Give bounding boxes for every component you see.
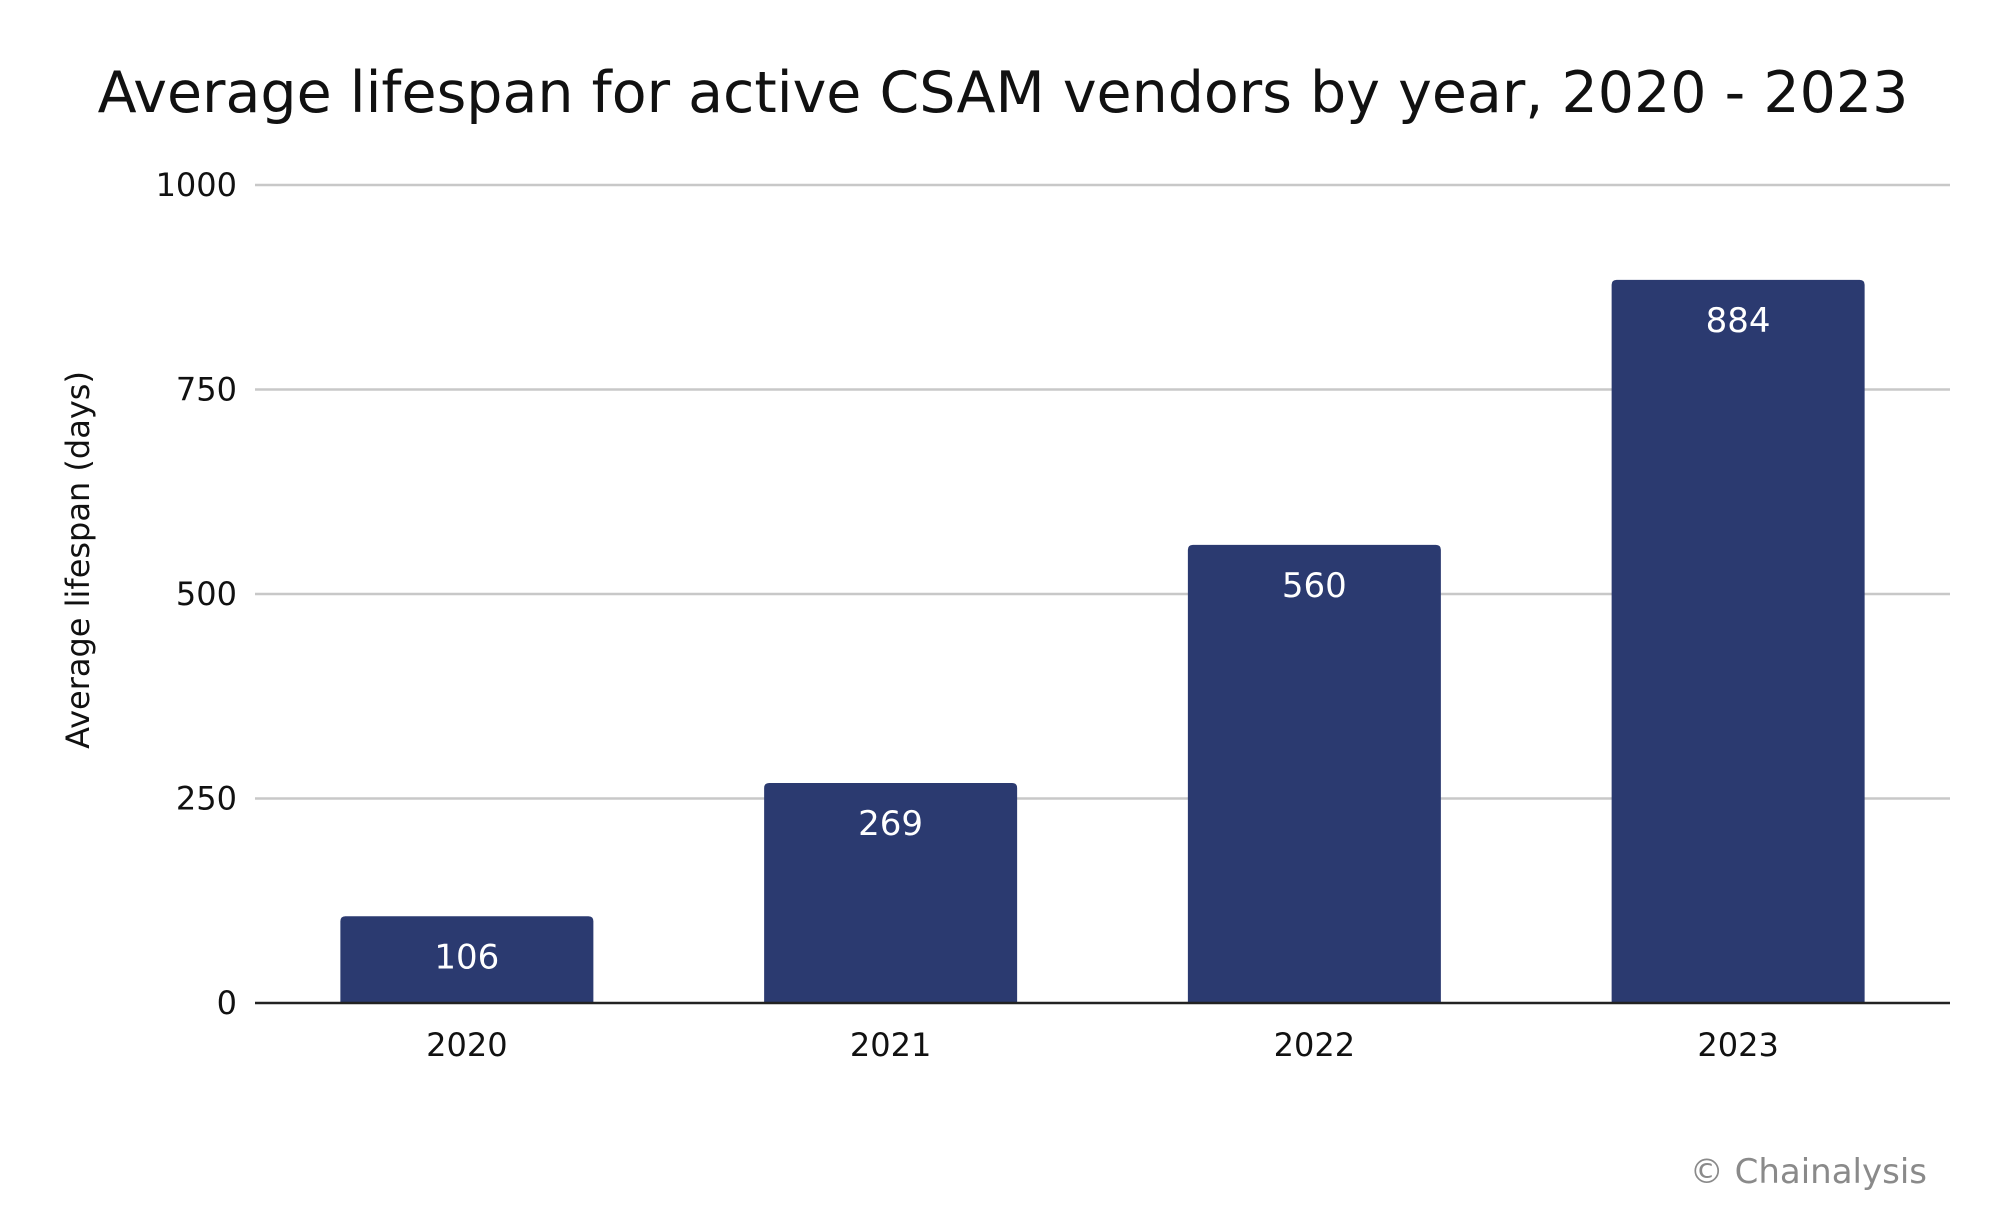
- y-tick-label: 1000: [156, 166, 237, 204]
- x-tick-label: 2023: [1697, 1026, 1778, 1064]
- bar-2022: [1187, 544, 1441, 1003]
- data-label: 560: [1282, 566, 1347, 606]
- y-tick-label: 0: [217, 984, 237, 1022]
- x-tick-label: 2021: [850, 1026, 931, 1064]
- data-label: 884: [1706, 301, 1771, 341]
- bars: 106 269 560 884: [340, 279, 1865, 1003]
- data-label: 106: [434, 937, 499, 977]
- data-label: 269: [858, 804, 923, 844]
- bar-2021: [764, 782, 1018, 1003]
- tick-labels: 0 250 500 750 1000 2020 2021 2022 2023: [156, 166, 1779, 1064]
- y-axis-label: Average lifespan (days): [59, 371, 97, 749]
- bar-2023: [1611, 279, 1865, 1003]
- x-tick-label: 2022: [1274, 1026, 1355, 1064]
- bar-2020: [340, 916, 594, 1003]
- chainalysis-credit: © Chainalysis: [1690, 1152, 1927, 1192]
- chart-title: Average lifespan for active CSAM vendors…: [98, 60, 1909, 126]
- y-tick-label: 500: [176, 575, 237, 613]
- y-tick-label: 250: [176, 780, 237, 818]
- x-tick-label: 2020: [426, 1026, 507, 1064]
- y-tick-label: 750: [176, 371, 237, 409]
